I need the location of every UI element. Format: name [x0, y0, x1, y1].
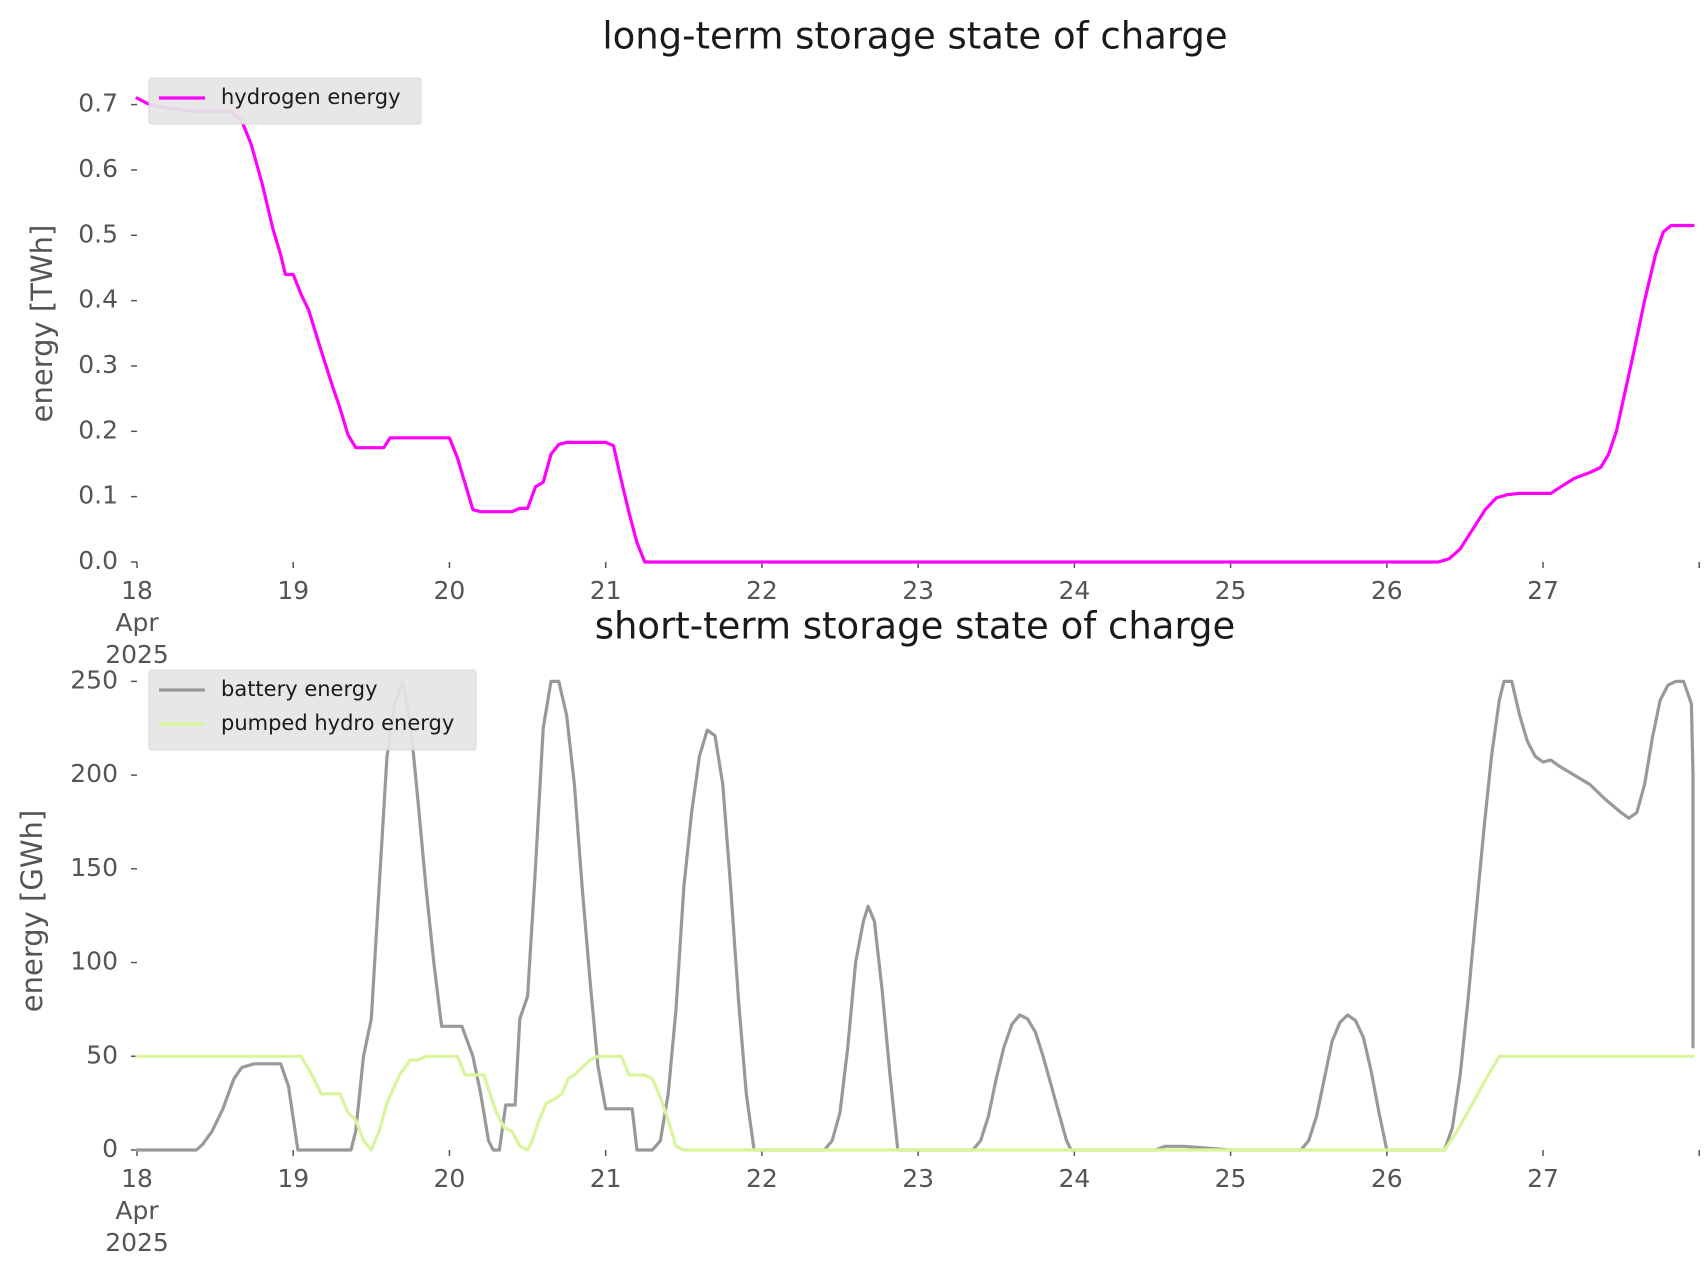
- x-tick-label: 24: [1058, 576, 1090, 605]
- x-tick-label: 22: [746, 1164, 778, 1193]
- y-tick-label: 50: [86, 1040, 118, 1069]
- x-tick-label: Apr: [115, 1196, 159, 1225]
- x-tick-label: 19: [277, 1164, 309, 1193]
- x-tick-label: 2025: [105, 1228, 169, 1257]
- x-tick-label: 18: [121, 1164, 153, 1193]
- x-tick-label: 24: [1058, 1164, 1090, 1193]
- legend: battery energy pumped hydro energy: [148, 669, 477, 751]
- y-tick-label: 100: [70, 947, 118, 976]
- x-tick-label: 25: [1215, 1164, 1247, 1193]
- x-tick-label: 23: [902, 1164, 934, 1193]
- x-tick-label: 21: [590, 576, 622, 605]
- legend: hydrogen energy: [148, 77, 422, 125]
- x-tick-label: 20: [434, 576, 466, 605]
- y-tick-label: 0.6: [78, 154, 118, 183]
- x-tick-label: Apr: [115, 608, 159, 637]
- x-tick-label: 26: [1371, 576, 1403, 605]
- legend-entry: pumped hydro energy: [221, 711, 454, 735]
- x-tick-label: 22: [746, 576, 778, 605]
- legend-entry: battery energy: [221, 677, 378, 701]
- y-tick-label: 0.1: [78, 481, 118, 510]
- y-tick-label: 200: [70, 759, 118, 788]
- chart-panel-bottom: short-term storage state of charge energy…: [15, 605, 1700, 1257]
- y-tick-label: 150: [70, 853, 118, 882]
- y-tick-label: 0.5: [78, 219, 118, 248]
- x-tick-label: 27: [1527, 576, 1559, 605]
- x-tick-label: 19: [277, 576, 309, 605]
- y-tick-label: 0.2: [78, 415, 118, 444]
- y-tick-label: 0.3: [78, 350, 118, 379]
- series-line-pumped-hydro-energy: [135, 1054, 1695, 1152]
- y-tick-label: 0.0: [78, 546, 118, 575]
- series-line-hydrogen-energy: [135, 96, 1695, 564]
- y-tick-label: 0.4: [78, 285, 118, 314]
- chart-title: long-term storage state of charge: [602, 15, 1227, 58]
- chart-title: short-term storage state of charge: [595, 605, 1236, 648]
- y-tick-label: 0: [102, 1134, 118, 1163]
- y-tick-label: 250: [70, 665, 118, 694]
- y-axis-label: energy [GWh]: [15, 810, 49, 1012]
- chart-panel-top: long-term storage state of charge energy …: [25, 15, 1700, 669]
- x-tick-label: 21: [590, 1164, 622, 1193]
- x-tick-label: 18: [121, 576, 153, 605]
- x-tick-label: 25: [1215, 576, 1247, 605]
- x-tick-label: 20: [434, 1164, 466, 1193]
- series-line-battery-energy: [135, 679, 1695, 1152]
- legend-box: [148, 77, 422, 125]
- y-axis-label: energy [TWh]: [25, 225, 59, 423]
- legend-entry: hydrogen energy: [221, 85, 401, 109]
- x-tick-label: 27: [1527, 1164, 1559, 1193]
- legend-box: [148, 669, 477, 751]
- x-tick-label: 23: [902, 576, 934, 605]
- y-tick-label: 0.7: [78, 89, 118, 118]
- x-tick-label: 2025: [105, 640, 169, 669]
- x-tick-label: 26: [1371, 1164, 1403, 1193]
